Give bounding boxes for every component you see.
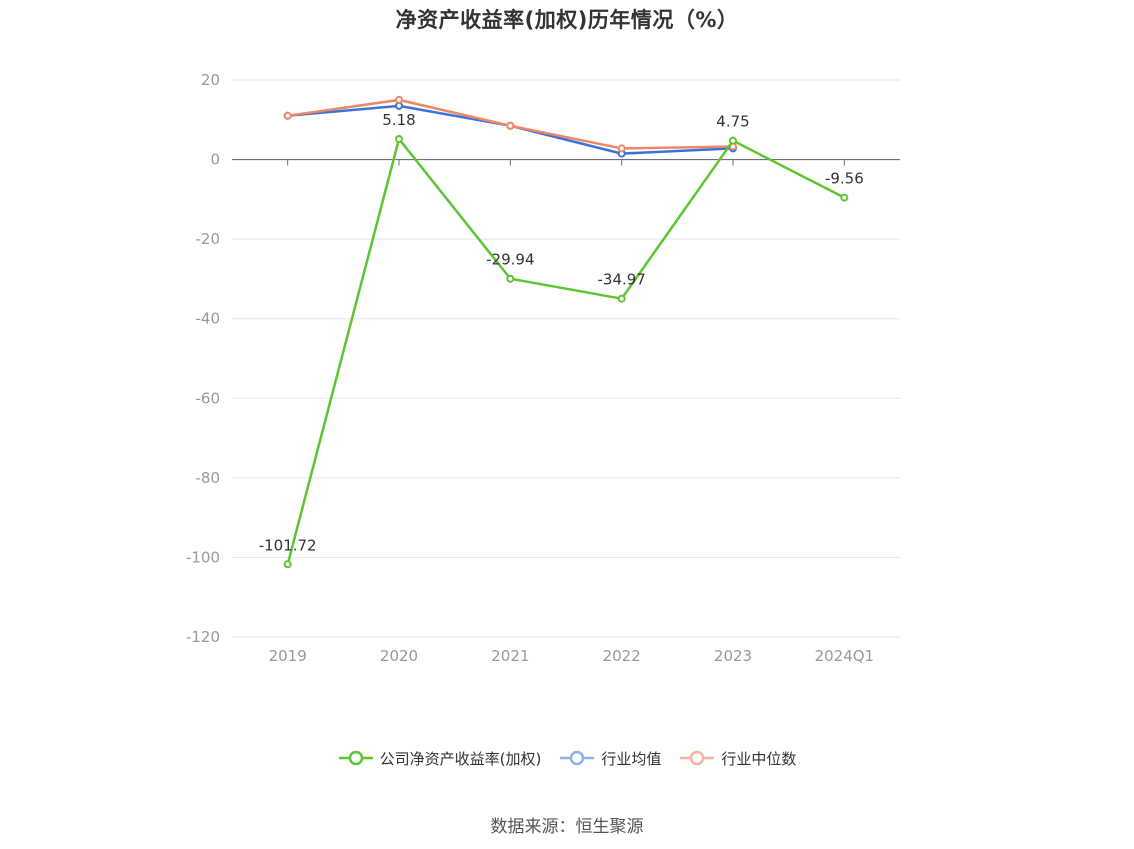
legend-line-icon (560, 750, 595, 766)
x-tick-label: 2021 (491, 647, 529, 665)
y-tick-label: -120 (186, 628, 220, 646)
data-labels: -101.72 5.18 -29.94 -34.97 4.75 -9.56 (259, 111, 864, 554)
x-tick-label: 2024Q1 (815, 647, 875, 665)
legend-label: 行业中位数 (721, 749, 797, 768)
data-point[interactable] (283, 560, 292, 569)
legend-item-1[interactable]: 行业均值 (559, 748, 661, 769)
chart-legend: 公司净资产收益率(加权) 行业均值 行业中位数 (0, 744, 1134, 772)
y-tick-label: -100 (186, 548, 220, 566)
y-tick-label: -40 (196, 310, 221, 328)
x-tick-label: 2019 (269, 647, 307, 665)
data-point[interactable] (729, 136, 737, 145)
data-point[interactable] (506, 121, 515, 130)
chart-title: 净资产收益率(加权)历年情况（%） (395, 8, 739, 32)
source-note: 数据来源：恒生聚源 (490, 817, 644, 837)
x-tick-label: 2020 (380, 647, 418, 665)
line-chart: 20 0 -20 -40 -60 -80 -100 -120 2019 2020 2021 2022… (186, 71, 900, 665)
y-tick-label: -80 (196, 469, 221, 487)
y-tick-label: 0 (210, 151, 220, 169)
legend-line-icon (680, 750, 715, 766)
data-label: -101.72 (259, 536, 317, 554)
data-label: -34.97 (597, 271, 645, 289)
x-tick-label: 2022 (603, 647, 641, 665)
data-point[interactable] (617, 294, 626, 303)
y-tick-label: -60 (196, 389, 221, 407)
legend-item-2[interactable]: 行业中位数 (679, 748, 796, 769)
data-point[interactable] (617, 144, 626, 153)
y-axis: 20 0 -20 -40 -60 -80 -100 -120 (186, 71, 220, 646)
legend-item-0[interactable]: 公司净资产收益率(加权) (338, 748, 542, 769)
series-line-0 (286, 137, 845, 565)
data-label: -9.56 (825, 170, 864, 188)
legend-label: 公司净资产收益率(加权) (379, 749, 542, 768)
data-label: 4.75 (716, 113, 749, 131)
data-point[interactable] (840, 193, 849, 202)
x-tick-label: 2023 (714, 647, 752, 665)
data-point[interactable] (395, 95, 403, 104)
series-lines (283, 95, 849, 569)
grid-lines (232, 79, 900, 638)
data-label: -29.94 (486, 251, 534, 269)
data-point[interactable] (506, 274, 515, 283)
data-point[interactable] (395, 134, 403, 143)
x-axis: 2019 2020 2021 2022 2023 2024Q1 (232, 158, 900, 665)
legend-line-icon (338, 750, 373, 766)
data-label: 5.18 (382, 111, 415, 129)
y-tick-label: -20 (196, 230, 221, 248)
legend-label: 行业均值 (601, 749, 662, 768)
data-point[interactable] (283, 111, 292, 120)
y-tick-label: 20 (201, 71, 220, 89)
